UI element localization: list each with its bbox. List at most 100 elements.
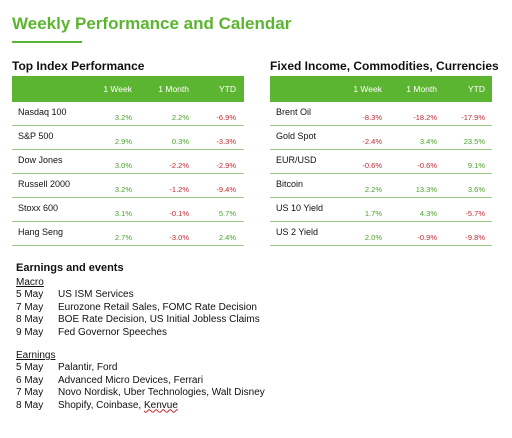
value-1-week: -2.4% (362, 137, 382, 146)
row-label: Brent Oil (276, 107, 312, 117)
value-1-week: 2.7% (114, 233, 132, 242)
table-row: S&P 500 2.9% 0.3% -3.3% (12, 126, 244, 150)
value-ytd: -9.8% (465, 233, 485, 242)
event-text-main: Eurozone Retail Sales, FOMC Rate Decisio… (58, 301, 257, 313)
event-text-main: Palantir, Ford (58, 362, 118, 373)
event-item: 5 May US ISM Services (16, 289, 496, 302)
header-cell-ytd: YTD (219, 84, 236, 94)
value-ytd: -3.3% (216, 137, 236, 146)
event-text: Palantir, Ford (58, 362, 117, 375)
index-table-heading: Top Index Performance (12, 59, 145, 73)
event-date: 7 May (16, 301, 44, 313)
value-1-month: 4.3% (419, 209, 437, 218)
value-1-month: 13.3% (415, 185, 437, 194)
value-1-month: -18.2% (413, 113, 437, 122)
value-ytd: 2.4% (218, 233, 236, 242)
table-row: Gold Spot -2.4% 3.4% 23.5% (270, 126, 492, 150)
event-item: 6 May Advanced Micro Devices, Ferrari (16, 375, 496, 388)
value-1-week: 2.9% (114, 137, 132, 146)
row-label: S&P 500 (18, 131, 54, 141)
event-date: 5 May (16, 289, 44, 300)
events-title: Earnings and events (16, 262, 124, 274)
event-date: 9 May (16, 326, 44, 338)
event-date: 7 May (16, 387, 44, 398)
event-text: Eurozone Retail Sales, FOMC Rate Decisio… (58, 302, 257, 315)
row-label: Dow Jones (18, 155, 63, 165)
page-title: Weekly Performance and Calendar (12, 14, 292, 33)
row-label: Russell 2000 (18, 179, 71, 189)
table-row: Dow Jones 3.0% -2.2% -2.9% (12, 150, 244, 174)
event-item: 8 May Shopify, Coinbase, Kenvue (16, 400, 496, 413)
row-label: EUR/USD (276, 155, 317, 165)
row-label: Stoxx 600 (18, 203, 59, 213)
row-label: US 10 Yield (276, 203, 324, 213)
index-performance-table: 1 Week 1 Month YTD Nasdaq 100 3.2% 2.2% -6.… (12, 76, 244, 246)
value-ytd: -5.7% (465, 209, 485, 218)
value-1-month: -0.9% (417, 233, 437, 242)
event-text: Advanced Micro Devices, Ferrari (58, 375, 203, 388)
value-1-week: 1.7% (364, 209, 382, 218)
value-1-month: -1.2% (169, 185, 189, 194)
event-text: Novo Nordisk, Uber Technologies, Walt Di… (58, 387, 265, 400)
event-text-underlined: Kenvue (143, 399, 178, 411)
event-date: 5 May (16, 362, 44, 373)
header-cell-1-week: 1 Week (353, 84, 382, 94)
earnings-and-events: Earnings and events Macro 5 May US ISM Ser… (16, 262, 496, 412)
row-label: Nasdaq 100 (18, 107, 67, 117)
event-item: 8 May BOE Rate Decision, US Initial Joble… (16, 314, 496, 327)
value-1-week: -0.6% (362, 161, 382, 170)
value-ytd: 23.5% (463, 137, 485, 146)
event-item: 9 May Fed Governor Speeches (16, 327, 496, 340)
table-row: Stoxx 600 3.1% -0.1% 5.7% (12, 198, 244, 222)
event-group-title: Earnings (16, 350, 56, 361)
table-header: 1 Week 1 Month YTD (12, 76, 244, 102)
event-text-main: BOE Rate Decision, US Initial Jobless Cl… (58, 314, 260, 325)
event-text: BOE Rate Decision, US Initial Jobless Cl… (58, 314, 260, 327)
value-1-week: 3.2% (114, 113, 132, 122)
event-text: Fed Governor Speeches (58, 327, 167, 340)
event-groups: Macro 5 May US ISM Services 7 May Eurozone R… (16, 276, 496, 412)
header-cell-1-month: 1 Month (158, 84, 189, 94)
event-text-main: Advanced Micro Devices, Ferrari (58, 374, 204, 386)
fx-performance-table: 1 Week 1 Month YTD Brent Oil -8.3% -18.2% -… (270, 76, 492, 246)
table-row: EUR/USD -0.6% -0.6% 9.1% (270, 150, 492, 174)
group-spacer (16, 339, 496, 349)
value-1-month: -3.0% (169, 233, 189, 242)
value-ytd: 9.1% (467, 161, 485, 170)
event-item: 7 May Novo Nordisk, Uber Technologies, Wa… (16, 387, 496, 400)
table-body: Nasdaq 100 3.2% 2.2% -6.9% S&P 500 2.9% 0.3% -3… (12, 102, 244, 246)
table-row: Hang Seng 2.7% -3.0% 2.4% (12, 222, 244, 246)
header-cell-ytd: YTD (468, 84, 485, 94)
fx-table-heading: Fixed Income, Commodities, Currencies (270, 59, 499, 73)
table-body: Brent Oil -8.3% -18.2% -17.9% Gold Spot -2.4%… (270, 102, 492, 246)
table-row: Russell 2000 3.2% -1.2% -9.4% (12, 174, 244, 198)
event-date: 8 May (16, 314, 44, 325)
row-label: US 2 Yield (276, 227, 319, 237)
event-item: 5 May Palantir, Ford (16, 362, 496, 375)
value-1-month: -0.1% (169, 209, 189, 218)
value-1-month: -0.6% (417, 161, 437, 170)
table-row: US 2 Yield 2.0% -0.9% -9.8% (270, 222, 492, 246)
event-text: US ISM Services (58, 289, 134, 302)
value-1-week: 2.0% (364, 233, 382, 242)
value-1-week: 2.2% (364, 185, 382, 194)
row-label: Bitcoin (276, 179, 304, 189)
value-1-month: 2.2% (171, 113, 189, 122)
value-ytd: -9.4% (216, 185, 236, 194)
event-text-main: US ISM Services (58, 289, 134, 300)
table-row: US 10 Yield 1.7% 4.3% -5.7% (270, 198, 492, 222)
value-1-week: -8.3% (362, 113, 382, 122)
event-text-main: Fed Governor Speeches (58, 326, 167, 338)
value-1-week: 3.0% (114, 161, 132, 170)
event-item: 7 May Eurozone Retail Sales, FOMC Rate De… (16, 302, 496, 315)
row-label: Hang Seng (18, 227, 64, 237)
event-text-main: Shopify, Coinbase, (58, 399, 144, 411)
event-text-main: Novo Nordisk, Uber Technologies, Walt Di… (58, 387, 265, 398)
event-group-title: Macro (16, 277, 44, 288)
event-text: Shopify, Coinbase, Kenvue (58, 400, 178, 413)
value-ytd: -6.9% (216, 113, 236, 122)
header-cell-1-month: 1 Month (406, 84, 437, 94)
event-date: 6 May (16, 374, 44, 386)
header-cell-1-week: 1 Week (103, 84, 132, 94)
value-1-week: 3.2% (114, 185, 132, 194)
